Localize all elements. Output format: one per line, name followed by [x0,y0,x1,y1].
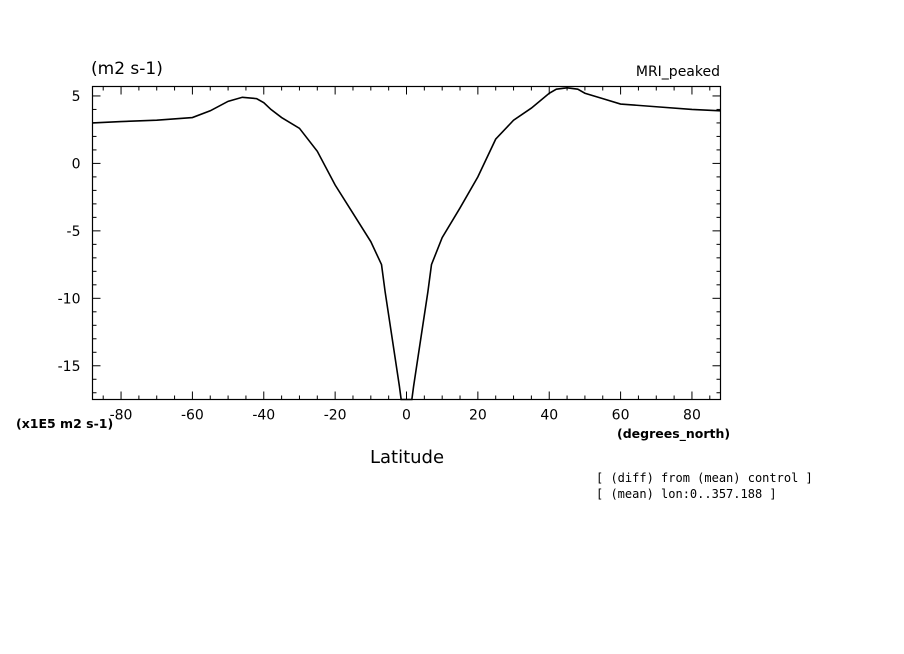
y-tick-label: 5 [72,89,81,105]
y-tick-label: 0 [72,156,81,172]
chart-title-left: (m2 s-1) [91,59,163,79]
annotation-diff: [ (diff) from (mean) control ] [596,471,813,485]
x-tick-label: 40 [540,408,558,424]
y-tick-label: -5 [67,224,81,240]
series-line [92,87,721,401]
x-tick-label: 60 [612,408,630,424]
y-scale-label: (x1E5 m2 s-1) [16,416,113,431]
x-tick-label: -60 [181,408,204,424]
x-tick-label: -80 [110,408,133,424]
axis-ticks [92,86,721,400]
y-tick-labels: 5 0 -5 -10 -15 [58,89,81,375]
x-tick-label: -40 [252,408,275,424]
x-tick-label: 0 [402,408,411,424]
x-unit-label: (degrees_north) [617,426,730,442]
y-tick-label: -10 [58,291,81,307]
x-tick-labels: -80 -60 -40 -20 0 20 40 60 80 [110,408,701,424]
x-tick-label: 80 [683,408,701,424]
y-tick-label: -15 [58,359,81,375]
chart-title-right: MRI_peaked [636,64,720,80]
annotation-mean: [ (mean) lon:0..357.188 ] [596,487,777,501]
x-axis-label: Latitude [370,447,444,468]
plot-frame [91,85,722,401]
x-tick-label: 20 [469,408,487,424]
x-tick-label: -20 [324,408,347,424]
